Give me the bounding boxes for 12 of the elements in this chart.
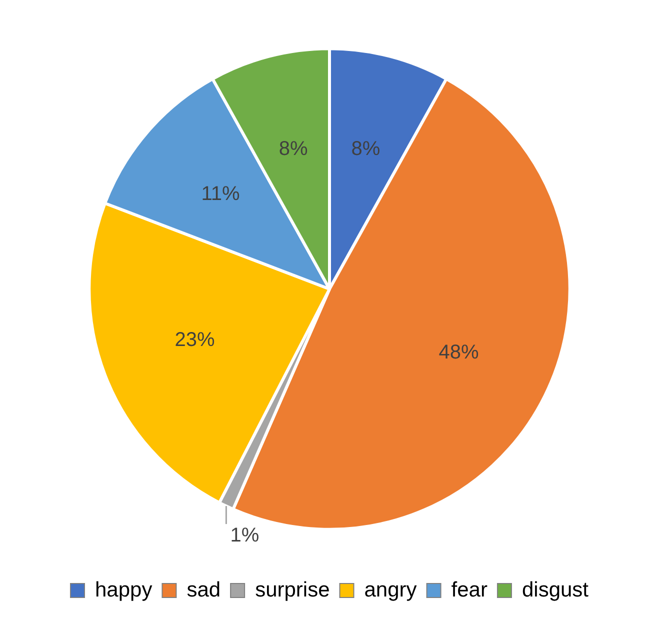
legend-label: fear — [451, 578, 488, 602]
legend-label: surprise — [255, 578, 330, 602]
data-label: 8% — [351, 138, 380, 160]
data-label: 11% — [201, 183, 240, 206]
legend-label: sad — [186, 578, 221, 602]
legend-label: disgust — [522, 578, 589, 602]
legend-label: angry — [364, 578, 418, 602]
data-label: 1% — [230, 524, 260, 547]
data-label: 8% — [278, 138, 308, 160]
legend-label: happy — [94, 578, 153, 602]
data-label: 48% — [438, 342, 479, 364]
data-label: 23% — [174, 328, 216, 351]
